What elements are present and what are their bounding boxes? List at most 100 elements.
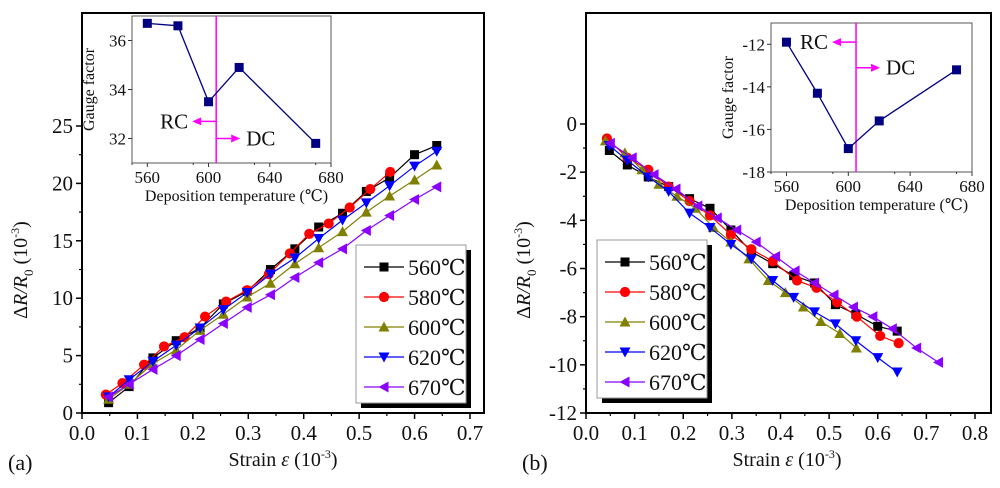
- panel-a: 0.0 0.1 0.2 0.3 0.4 0.5 0.6 0.7 0 5 10 15 20 25 Strain…: [8, 12, 485, 475]
- data-point: [158, 341, 170, 352]
- y-tick-label: 0: [63, 401, 74, 425]
- inset-data-point: [234, 62, 244, 72]
- data-point: [809, 277, 820, 289]
- x-tick-label: 0.2: [670, 421, 696, 445]
- y-tick-label: 0: [567, 112, 578, 136]
- data-point: [123, 378, 134, 390]
- data-point: [365, 184, 376, 195]
- legend-item: 560℃: [364, 255, 466, 280]
- data-point: [431, 181, 442, 193]
- data-point: [788, 292, 800, 303]
- inset-x-tick-label: 560: [135, 168, 161, 187]
- data-point: [217, 305, 229, 316]
- inset-x-axis-label: Deposition temperature (℃): [145, 188, 328, 205]
- inset-y-axis-label: Gauge factor: [81, 47, 98, 131]
- data-point: [384, 210, 395, 222]
- data-point: [241, 287, 253, 298]
- legend-box: [596, 239, 708, 399]
- data-point: [147, 356, 159, 367]
- data-point: [323, 218, 334, 229]
- data-point: [636, 164, 648, 175]
- inset-x-tick-label: 600: [836, 177, 862, 196]
- data-point: [789, 265, 800, 277]
- data-point: [875, 330, 886, 342]
- inset-frame: [770, 22, 973, 173]
- panel-label: (b): [522, 450, 548, 475]
- data-point: [360, 224, 371, 236]
- arrow-right-icon: [871, 63, 881, 72]
- data-point: [886, 323, 897, 335]
- panel-label: (a): [8, 450, 32, 475]
- y-tick-label: 10: [52, 286, 73, 310]
- y-tick-label: 15: [52, 229, 73, 253]
- legend-label: 600℃: [649, 310, 707, 335]
- x-axis-label-exp: -3: [825, 447, 835, 461]
- data-point: [892, 326, 902, 336]
- data-point: [725, 239, 737, 250]
- data-point: [850, 336, 862, 347]
- data-point: [199, 311, 211, 322]
- legend-label: 620℃: [408, 345, 466, 370]
- x-axis-label-unit: (10: [289, 449, 321, 471]
- data-point: [604, 137, 615, 149]
- data-point: [304, 228, 315, 240]
- data-point: [289, 272, 300, 284]
- inset-data-point: [173, 21, 183, 31]
- legend-marker: [378, 321, 390, 332]
- y-tick-label: -6: [560, 257, 578, 281]
- legend-label: 670℃: [408, 375, 466, 400]
- data-point: [850, 342, 862, 353]
- x-tick-label: 0.2: [180, 421, 206, 445]
- inset-x-tick-label: 600: [196, 168, 222, 187]
- x-axis-label-close: ): [835, 449, 842, 471]
- data-point: [704, 223, 716, 234]
- dc-annotation: DC: [246, 127, 275, 151]
- data-point: [314, 222, 324, 232]
- legend: 560℃ 580℃ 600℃ 620℃ 670℃: [596, 239, 712, 403]
- data-point: [384, 190, 396, 201]
- inset-data-point: [874, 116, 884, 126]
- legend-marker: [619, 316, 631, 327]
- data-point: [711, 212, 722, 224]
- inset-data-point: [311, 138, 321, 148]
- legend-label: 600℃: [408, 315, 466, 340]
- inset-y-axis-label: Gauge factor: [720, 55, 737, 139]
- data-point: [684, 195, 695, 207]
- data-point: [731, 224, 742, 236]
- x-tick-label: 0.0: [69, 421, 95, 445]
- data-point: [911, 342, 922, 354]
- y-axis-label: ΔR/R0 (10-3): [8, 221, 36, 319]
- data-point: [872, 353, 884, 364]
- data-point: [867, 311, 878, 323]
- legend-item: 620℃: [364, 345, 466, 370]
- data-point: [344, 202, 355, 213]
- inset-data-point: [204, 97, 214, 107]
- x-axis-label: Strain ε (10-3): [732, 447, 841, 471]
- data-point: [684, 208, 696, 219]
- data-point: [809, 307, 821, 318]
- y-axis-label-exp: -3: [8, 228, 22, 238]
- data-point: [873, 321, 883, 331]
- data-point: [692, 200, 703, 212]
- inset-x-tick-label: 640: [897, 177, 923, 196]
- legend-marker: [378, 381, 389, 393]
- data-point: [117, 378, 128, 389]
- legend-item: 620℃: [605, 340, 707, 365]
- y-axis-label-delta: Δ: [513, 306, 535, 319]
- inset-chart: 560 600 640 680 32 34 36 Deposition temperature…: [81, 15, 344, 205]
- plot-frame: [81, 12, 485, 414]
- y-axis-label-sub: 0: [21, 269, 36, 276]
- legend-marker: [619, 347, 631, 358]
- data-point: [179, 332, 190, 343]
- data-point: [264, 277, 276, 288]
- data-point: [797, 301, 809, 312]
- data-point: [409, 174, 421, 185]
- data-point: [194, 323, 206, 334]
- data-point: [851, 311, 862, 322]
- inset-y-tick-label: -14: [742, 78, 765, 97]
- arrow-left-icon: [192, 117, 202, 126]
- series-670: [103, 181, 442, 403]
- y-tick-label: -12: [549, 401, 577, 425]
- x-tick-label: 0.4: [291, 421, 318, 445]
- x-tick-label: 0.0: [573, 421, 599, 445]
